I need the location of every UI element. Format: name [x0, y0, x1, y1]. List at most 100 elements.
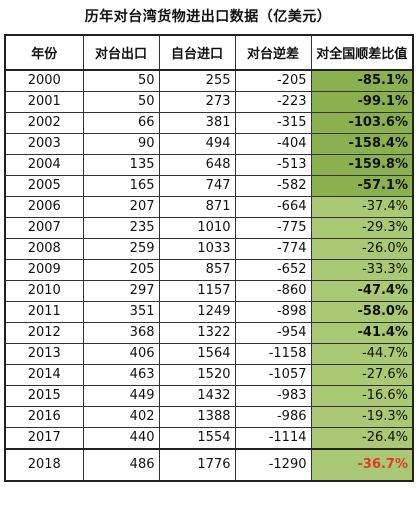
deficit-cell: -898 [234, 301, 312, 323]
year-cell: 2018 [4, 448, 84, 482]
deficit-cell: -860 [234, 280, 312, 302]
export-cell: 449 [82, 385, 160, 407]
year-cell: 2001 [4, 91, 84, 113]
table-row: 2012 368 1322 -954 -41.4% [4, 322, 414, 344]
ratio-cell: -158.4% [310, 133, 414, 155]
deficit-cell: -582 [234, 175, 312, 197]
ratio-cell: -19.3% [310, 406, 414, 428]
deficit-cell: -652 [234, 259, 312, 281]
table-row: 2000 50 255 -205 -85.1% [4, 69, 414, 92]
export-cell: 463 [82, 364, 160, 386]
import-cell: 648 [158, 154, 236, 176]
year-cell: 2015 [4, 385, 84, 407]
export-cell: 259 [82, 238, 160, 260]
year-cell: 2012 [4, 322, 84, 344]
deficit-cell: -513 [234, 154, 312, 176]
table-title: 历年对台湾货物进出口数据（亿美元） [84, 9, 332, 25]
table-row: 2005 165 747 -582 -57.1% [4, 175, 414, 197]
year-cell: 2016 [4, 406, 84, 428]
import-cell: 381 [158, 112, 236, 134]
ratio-cell: -36.7% [310, 448, 414, 482]
column-header-year: 年份 [4, 34, 84, 71]
year-cell: 2007 [4, 217, 84, 239]
deficit-cell: -983 [234, 385, 312, 407]
ratio-cell: -47.4% [310, 280, 414, 302]
deficit-cell: -1057 [234, 364, 312, 386]
import-cell: 494 [158, 133, 236, 155]
column-header-import: 自台进口 [158, 34, 236, 71]
column-header-deficit: 对台逆差 [234, 34, 312, 71]
export-cell: 50 [82, 91, 160, 113]
ratio-cell: -29.3% [310, 217, 414, 239]
column-header-export: 对台出口 [82, 34, 160, 71]
import-cell: 747 [158, 175, 236, 197]
export-cell: 135 [82, 154, 160, 176]
table-row: 2016 402 1388 -986 -19.3% [4, 406, 414, 428]
ratio-cell: -26.0% [310, 238, 414, 260]
deficit-cell: -404 [234, 133, 312, 155]
ratio-cell: -99.1% [310, 91, 414, 113]
import-cell: 1010 [158, 217, 236, 239]
export-cell: 207 [82, 196, 160, 218]
ratio-cell: -44.7% [310, 343, 414, 365]
import-cell: 1322 [158, 322, 236, 344]
ratio-cell: -33.3% [310, 259, 414, 281]
table-body: 2000 50 255 -205 -85.1% 2001 50 273 -223 -99.1% 20… [4, 69, 414, 482]
import-cell: 1520 [158, 364, 236, 386]
import-cell: 1432 [158, 385, 236, 407]
table-row: 2003 90 494 -404 -158.4% [4, 133, 414, 155]
year-cell: 2017 [4, 427, 84, 450]
export-cell: 90 [82, 133, 160, 155]
header-row: 年份 对台出口 自台进口 对台逆差 对全国顺差比值 [4, 34, 414, 71]
table-row: 2013 406 1564 -1158 -44.7% [4, 343, 414, 365]
ratio-cell: -58.0% [310, 301, 414, 323]
table-row: 2006 207 871 -664 -37.4% [4, 196, 414, 218]
import-cell: 1564 [158, 343, 236, 365]
export-cell: 368 [82, 322, 160, 344]
table-row: 2008 259 1033 -774 -26.0% [4, 238, 414, 260]
ratio-cell: -16.6% [310, 385, 414, 407]
year-cell: 2010 [4, 280, 84, 302]
export-cell: 351 [82, 301, 160, 323]
table-row: 2001 50 273 -223 -99.1% [4, 91, 414, 113]
table-row: 2018 486 1776 -1290 -36.7% [4, 448, 414, 482]
year-cell: 2005 [4, 175, 84, 197]
deficit-cell: -774 [234, 238, 312, 260]
import-cell: 857 [158, 259, 236, 281]
import-cell: 255 [158, 69, 236, 92]
column-header-ratio: 对全国顺差比值 [310, 34, 414, 71]
import-cell: 1033 [158, 238, 236, 260]
deficit-cell: -315 [234, 112, 312, 134]
import-cell: 1388 [158, 406, 236, 428]
ratio-cell: -159.8% [310, 154, 414, 176]
import-cell: 1249 [158, 301, 236, 323]
year-cell: 2002 [4, 112, 84, 134]
year-cell: 2003 [4, 133, 84, 155]
deficit-cell: -954 [234, 322, 312, 344]
export-cell: 235 [82, 217, 160, 239]
table-row: 2015 449 1432 -983 -16.6% [4, 385, 414, 407]
deficit-cell: -1158 [234, 343, 312, 365]
deficit-cell: -205 [234, 69, 312, 92]
deficit-cell: -775 [234, 217, 312, 239]
trade-data-table: 年份 对台出口 自台进口 对台逆差 对全国顺差比值 2000 50 255 -205-… [4, 34, 414, 482]
import-cell: 1554 [158, 427, 236, 450]
year-cell: 2014 [4, 364, 84, 386]
ratio-cell: -85.1% [310, 69, 414, 92]
year-cell: 2000 [4, 69, 84, 92]
export-cell: 205 [82, 259, 160, 281]
table-row: 2014 463 1520 -1057 -27.6% [4, 364, 414, 386]
year-cell: 2011 [4, 301, 84, 323]
export-cell: 406 [82, 343, 160, 365]
year-cell: 2013 [4, 343, 84, 365]
import-cell: 871 [158, 196, 236, 218]
ratio-cell: -103.6% [310, 112, 414, 134]
year-cell: 2008 [4, 238, 84, 260]
deficit-cell: -1290 [234, 448, 312, 482]
table-row: 2011 351 1249 -898 -58.0% [4, 301, 414, 323]
deficit-cell: -223 [234, 91, 312, 113]
deficit-cell: -664 [234, 196, 312, 218]
deficit-cell: -986 [234, 406, 312, 428]
ratio-cell: -41.4% [310, 322, 414, 344]
year-cell: 2004 [4, 154, 84, 176]
